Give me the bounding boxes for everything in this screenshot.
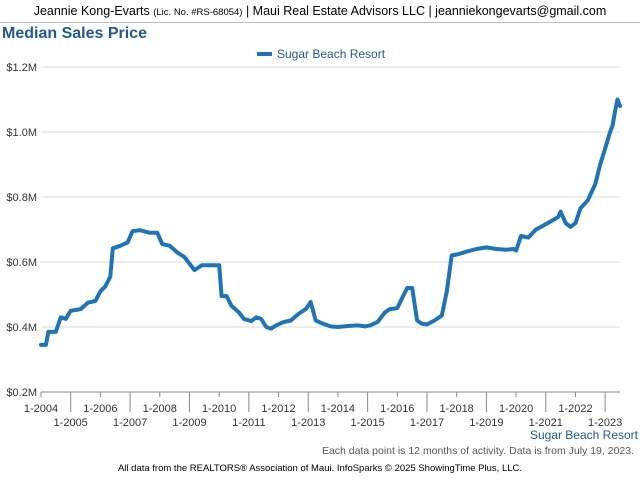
x-tick-label: 1-2006 (83, 403, 117, 415)
x-axis-title: Sugar Beach Resort (530, 428, 639, 442)
x-tick-label: 1-2023 (588, 417, 622, 429)
credits-line: All data from the REALTORS® Association … (117, 463, 523, 474)
x-tick-label: 1-2013 (291, 417, 325, 429)
y-tick-label: $1.0M (6, 127, 37, 139)
series-line-sugar-beach-resort (39, 97, 622, 347)
agency-info: | Maui Real Estate Advisors LLC | jeanni… (245, 4, 607, 18)
x-tick-label: 1-2021 (529, 417, 563, 429)
x-tick-label: 1-2011 (232, 417, 265, 429)
x-tick-label: 1-2019 (469, 417, 503, 429)
agent-name: Jeannie Kong-Evarts (33, 4, 150, 18)
x-tick-label: 1-2022 (558, 403, 592, 415)
x-tick-label: 1-2018 (440, 403, 474, 415)
median-price-chart: $0.2M $0.4M $0.6M $0.8M $1.0M $1.2M 1-2004 1-20… (6, 47, 639, 442)
x-tick-label: 1-2015 (350, 417, 384, 429)
x-tick-label: 1-2010 (202, 403, 236, 415)
x-tick-label: 1-2014 (321, 403, 355, 415)
license-number: (Lic. No. #RS-68054) (153, 7, 243, 18)
footnote: Each data point is 12 months of activity… (321, 445, 634, 457)
x-tick-label: 1-2007 (113, 417, 147, 429)
header-bar: Jeannie Kong-Evarts (Lic. No. #RS-68054)… (0, 0, 640, 23)
x-tick-label: 1-2012 (261, 403, 295, 415)
legend-label: Sugar Beach Resort (277, 47, 386, 61)
x-tick-label: 1-2005 (54, 417, 88, 429)
y-tick-label: $1.2M (6, 62, 37, 74)
x-tick-label: 1-2020 (499, 403, 533, 415)
x-tick-label: 1-2008 (143, 403, 177, 415)
x-tick-label: 1-2009 (172, 417, 206, 429)
x-tick-label: 1-2016 (380, 403, 414, 415)
x-tick-label: 1-2004 (24, 403, 58, 415)
y-tick-label: $0.2M (6, 387, 37, 399)
x-tick-label: 1-2017 (410, 417, 444, 429)
y-tick-label: $0.6M (6, 257, 37, 269)
chart-title: Median Sales Price (2, 25, 147, 42)
y-tick-label: $0.4M (6, 322, 37, 334)
y-tick-label: $0.8M (6, 192, 37, 204)
